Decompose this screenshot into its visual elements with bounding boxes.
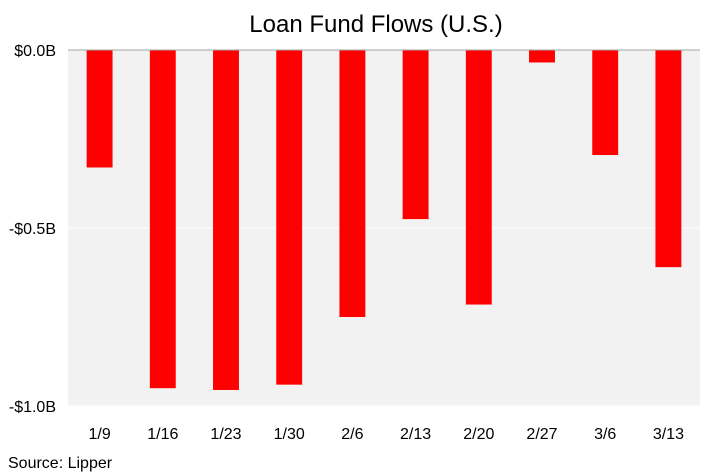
bars xyxy=(86,50,682,390)
x-axis-ticks: 1/9 1/16 1/23 1/30 2/6 2/13 2/20 2/27 3/6 3/13 xyxy=(88,426,684,443)
x-tick-label: 1/30 xyxy=(274,426,305,443)
bar-1-23 xyxy=(213,50,239,390)
bar-1-16 xyxy=(149,50,176,389)
x-tick-label: 2/6 xyxy=(341,426,363,443)
source-note: Source: Lipper xyxy=(8,455,113,472)
x-tick-label: 1/16 xyxy=(147,426,178,443)
x-tick-label: 2/20 xyxy=(463,426,494,443)
x-tick-label: 1/9 xyxy=(88,426,110,443)
x-tick-label: 2/13 xyxy=(400,426,431,443)
y-tick-label: -$0.5B xyxy=(9,221,56,238)
bar-3-13 xyxy=(655,50,682,268)
bar-2-27 xyxy=(529,50,555,63)
bar-1-9 xyxy=(86,50,113,168)
bar-2-13 xyxy=(402,50,429,220)
x-tick-label: 2/27 xyxy=(526,426,557,443)
x-tick-label: 3/13 xyxy=(653,426,684,443)
bar-2-6 xyxy=(339,50,366,317)
bar-1-30 xyxy=(276,50,303,385)
chart-title: Loan Fund Flows (U.S.) xyxy=(249,11,502,38)
y-axis-ticks: $0.0B -$0.5B -$1.0B xyxy=(9,43,56,416)
y-tick-label: -$1.0B xyxy=(9,399,56,416)
x-tick-label: 3/6 xyxy=(594,426,616,443)
x-tick-label: 1/23 xyxy=(210,426,241,443)
bar-2-20 xyxy=(465,50,492,305)
bar-3-6 xyxy=(592,50,619,156)
y-tick-label: $0.0B xyxy=(14,43,56,60)
